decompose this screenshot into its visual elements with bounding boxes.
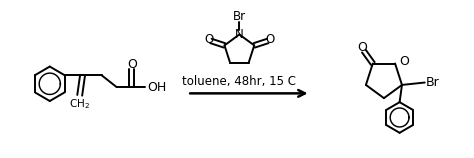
Text: O: O xyxy=(205,33,214,46)
Text: N: N xyxy=(235,28,244,41)
Text: $\mathregular{CH_2}$: $\mathregular{CH_2}$ xyxy=(69,98,90,112)
Text: O: O xyxy=(399,55,409,68)
Text: OH: OH xyxy=(147,81,166,94)
Text: O: O xyxy=(127,58,137,71)
Text: O: O xyxy=(265,33,274,46)
Text: O: O xyxy=(357,41,367,54)
Text: Br: Br xyxy=(426,76,440,89)
Text: toluene, 48hr, 15 C: toluene, 48hr, 15 C xyxy=(182,75,296,88)
Text: Br: Br xyxy=(233,10,246,23)
